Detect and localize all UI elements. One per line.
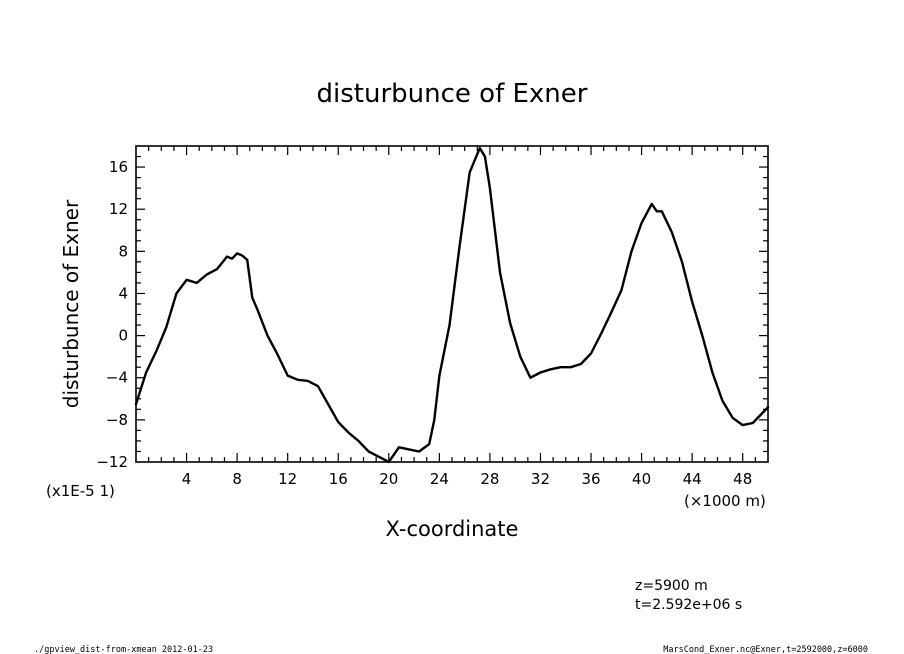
- x-tick-label: 4: [182, 470, 192, 488]
- y-unit-label: (x1E-5 1): [46, 482, 115, 500]
- y-tick-label: −12: [96, 453, 128, 471]
- x-tick-label: 32: [531, 470, 550, 488]
- x-tick-label: 12: [278, 470, 297, 488]
- series-line: [134, 146, 770, 464]
- x-axis-label: X-coordinate: [386, 517, 519, 541]
- x-tick-label: 16: [329, 470, 348, 488]
- y-axis-label: disturbunce of Exner: [59, 199, 83, 408]
- x-tick-label: 40: [632, 470, 651, 488]
- footer-left: ./gpview_dist-from-xmean 2012-01-23: [34, 645, 213, 654]
- footer-right: MarsCond_Exner.nc@Exner,t=2592000,z=6000: [663, 645, 868, 654]
- y-tick-label: 16: [109, 158, 128, 176]
- y-tick-label: 8: [118, 242, 128, 260]
- x-tick-label: 8: [232, 470, 242, 488]
- axis-ticks: [136, 146, 768, 462]
- x-tick-label: 44: [683, 470, 702, 488]
- x-unit-label: (×1000 m): [684, 492, 766, 510]
- x-tick-label: 28: [480, 470, 499, 488]
- x-tick-label: 20: [379, 470, 398, 488]
- y-tick-label: 4: [118, 284, 128, 302]
- x-tick-label: 24: [430, 470, 449, 488]
- y-tick-label: 0: [118, 327, 128, 345]
- annotation-z: z=5900 m: [635, 578, 708, 594]
- chart-title: disturbunce of Exner: [317, 79, 588, 109]
- x-tick-label: 36: [581, 470, 600, 488]
- y-tick-label: 12: [109, 200, 128, 218]
- y-tick-label: −4: [106, 369, 128, 387]
- x-tick-label: 48: [733, 470, 752, 488]
- annotation-t: t=2.592e+06 s: [635, 597, 742, 613]
- y-tick-label: −8: [106, 411, 128, 429]
